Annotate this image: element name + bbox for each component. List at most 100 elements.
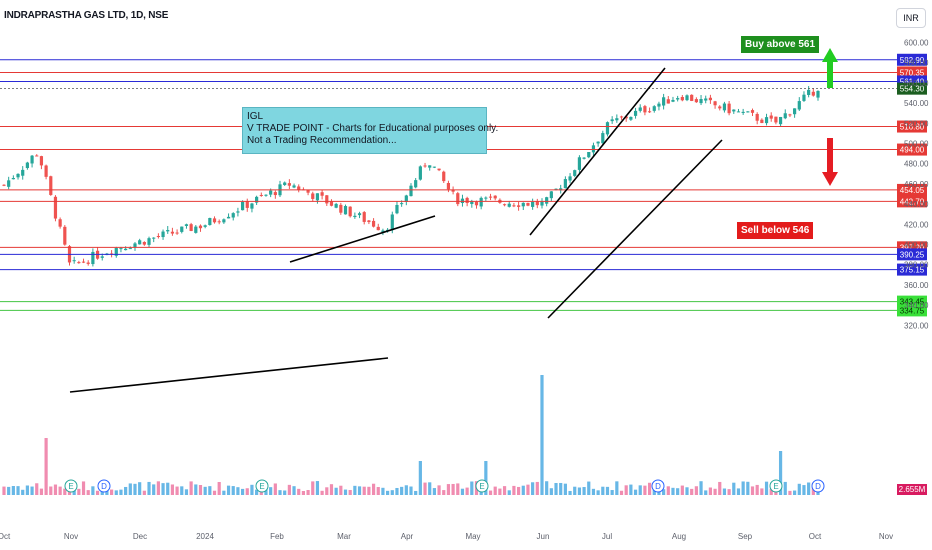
- volume-bar: [535, 481, 539, 495]
- event-marker: [651, 479, 665, 493]
- candle-body: [269, 190, 273, 195]
- info-note: IGL V TRADE POINT - Charts for Education…: [242, 107, 498, 154]
- candle-body: [619, 116, 624, 118]
- candle-body: [81, 261, 86, 263]
- candle-body: [516, 205, 521, 207]
- event-marker-label: E: [479, 482, 484, 491]
- volume-bar: [180, 486, 184, 495]
- x-tick-label: May: [465, 532, 480, 541]
- candle-body: [764, 117, 769, 124]
- candle-body: [170, 231, 175, 234]
- volume-bar: [531, 482, 535, 495]
- volume-bar: [605, 486, 610, 495]
- volume-bar: [577, 487, 582, 495]
- chart-title: INDRAPRASTHA GAS LTD, 1D, NSE: [4, 10, 169, 21]
- y-tick-label: 600.00: [904, 39, 929, 48]
- volume-bar: [58, 486, 62, 495]
- volume-bar: [301, 490, 306, 495]
- candle-body: [479, 197, 483, 207]
- volume-bar: [320, 490, 324, 495]
- candle-body: [563, 179, 567, 189]
- volume-bar: [329, 484, 334, 495]
- volume-bar: [95, 490, 100, 495]
- volume-bar: [629, 484, 633, 495]
- volume-bar: [395, 487, 399, 495]
- volume-bar: [619, 490, 624, 495]
- candle-body: [783, 113, 787, 119]
- y-tick-label: 500.00: [904, 140, 929, 149]
- candle-body: [428, 165, 432, 168]
- trendline: [547, 139, 723, 319]
- candle-body: [484, 197, 488, 199]
- volume-bar: [119, 489, 123, 495]
- volume-bar: [194, 484, 198, 495]
- volume-bar: [591, 488, 596, 495]
- candle-body: [119, 248, 123, 250]
- candle-body: [2, 184, 6, 186]
- volume-bar: [343, 489, 348, 495]
- candle-body: [418, 166, 422, 180]
- volume-bar: [685, 487, 689, 495]
- volume-bar: [287, 484, 291, 495]
- candle-body: [152, 237, 156, 239]
- event-marker: [97, 479, 111, 493]
- candle-body: [540, 201, 544, 206]
- volume-bar: [540, 375, 544, 495]
- candle-body: [493, 195, 497, 199]
- y-tick-label: 520.00: [904, 119, 929, 128]
- candle-body: [133, 243, 137, 248]
- volume-tag-label: 2.655M: [899, 485, 926, 494]
- volume-bar: [357, 486, 362, 495]
- volume-bar: [521, 485, 525, 495]
- volume-bar: [727, 489, 731, 495]
- volume-bar: [624, 485, 628, 495]
- candle-body: [760, 119, 764, 124]
- volume-bar: [409, 486, 413, 495]
- volume-bar: [348, 489, 352, 495]
- volume-bar: [114, 490, 118, 495]
- volume-bar: [484, 461, 488, 495]
- volume-bar: [170, 484, 175, 495]
- candle-body: [465, 197, 469, 204]
- volume-tag: [897, 484, 927, 495]
- level-tag-label: 561.40: [900, 77, 925, 86]
- volume-bar: [39, 488, 44, 495]
- level-tag: [897, 195, 927, 208]
- level-tag: [897, 53, 927, 66]
- volume-bar: [278, 490, 282, 495]
- currency-button[interactable]: INR: [896, 8, 926, 28]
- candle-body: [811, 91, 815, 96]
- candle-body: [334, 203, 338, 208]
- volume-bar: [502, 486, 507, 495]
- event-marker-label: E: [259, 482, 264, 491]
- candle-body: [226, 216, 231, 219]
- candle-body: [409, 185, 413, 197]
- volume-bar: [381, 487, 385, 495]
- candle-body: [156, 236, 160, 238]
- candle-body: [315, 193, 320, 201]
- buy-arrow: [822, 48, 838, 88]
- volume-bar: [11, 486, 15, 495]
- candle-body: [362, 212, 366, 222]
- volume-bar: [741, 481, 745, 495]
- volume-bar: [512, 485, 516, 495]
- volume-bar: [446, 484, 451, 495]
- x-tick-label: Jul: [602, 532, 612, 541]
- level-tag-label: 375.15: [900, 266, 925, 275]
- volume-bar: [86, 490, 90, 495]
- event-marker: [811, 479, 825, 493]
- candle-body: [255, 196, 259, 203]
- candle-body: [605, 122, 610, 135]
- candle-body: [423, 165, 427, 167]
- candle-body: [320, 192, 324, 196]
- candle-body: [549, 191, 553, 199]
- candle-body: [741, 111, 745, 113]
- y-tick-label: 460.00: [904, 180, 929, 189]
- candle-body: [414, 180, 418, 188]
- volume-bar: [507, 490, 511, 495]
- candle-body: [240, 201, 245, 211]
- candle-body: [816, 90, 820, 98]
- candle-body: [142, 242, 146, 245]
